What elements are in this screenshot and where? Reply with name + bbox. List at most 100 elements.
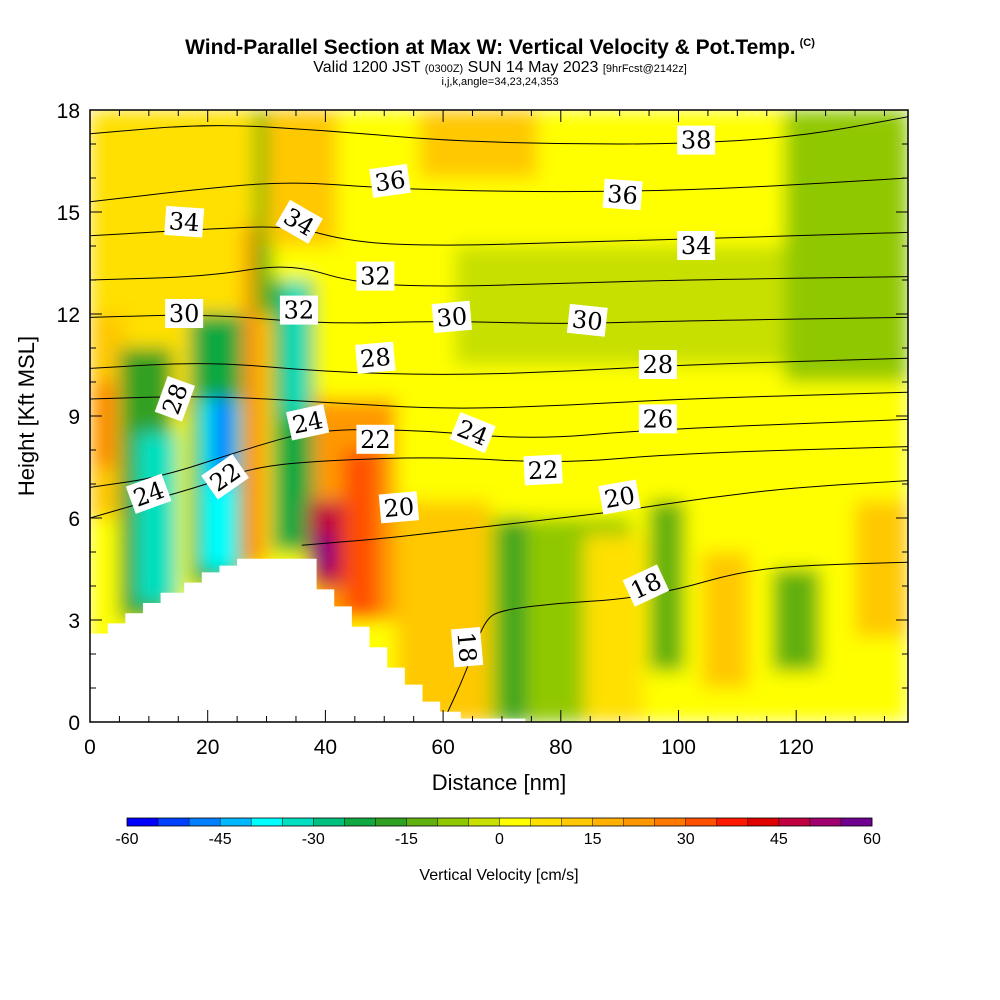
theta-contour-36: [90, 177, 908, 203]
contour-label-box: [677, 125, 716, 155]
contour-label-box: [369, 163, 411, 198]
contour-label-text: 26: [643, 405, 674, 433]
colorbar-swatch: [375, 818, 407, 826]
colorbar-swatch: [747, 818, 780, 826]
contour-label-text: 32: [360, 263, 391, 291]
contour-label-box: [677, 231, 716, 260]
contour-label-box: [275, 199, 323, 244]
colorbar: -60 -45 -30 -15 0 15 30 45 60: [115, 817, 881, 848]
y-tick-label: 9: [68, 406, 80, 429]
w-field-cell: [419, 110, 538, 178]
theta-contour-38: [90, 116, 908, 145]
contour-label-28: 28: [355, 341, 396, 374]
contour-label-18: 18: [451, 626, 484, 668]
subtitle-valid-time: Valid 1200 JST: [313, 59, 421, 76]
contour-label-34: 34: [164, 205, 205, 238]
colorbar-swatch: [220, 818, 252, 826]
contour-label-box: [622, 564, 670, 607]
contour-label-text: 34: [681, 232, 712, 260]
colorbar-swatch: [654, 818, 687, 826]
contour-label-box: [165, 299, 204, 328]
contour-label-text: 28: [359, 343, 392, 374]
colorbar-swatch: [530, 818, 562, 826]
colorbar-swatch: [778, 818, 811, 826]
contour-label-box: [449, 411, 496, 454]
colorbar-swatch: [468, 818, 500, 826]
contour-label-box: [201, 454, 249, 500]
contour-label-32: 32: [356, 261, 395, 291]
contour-label-text: 20: [383, 493, 416, 524]
title-mark: (C): [799, 37, 815, 49]
colorbar-tick-label: 0: [495, 831, 504, 848]
contour-label-28: 28: [638, 350, 677, 379]
x-tick-label: 120: [779, 736, 814, 759]
contour-label-22: 22: [356, 424, 395, 454]
contour-label-box: [378, 491, 420, 524]
colorbar-swatch: [127, 818, 159, 826]
colorbar-swatch: [561, 818, 593, 826]
colorbar-swatch: [406, 818, 438, 826]
contour-label-box: [154, 376, 195, 422]
theta-contour-18: [442, 561, 908, 722]
theta-contour-20: [301, 480, 908, 546]
contour-label-26: 26: [638, 404, 677, 434]
chart-title-text: Wind-Parallel Section at Max W: Vertical…: [185, 36, 796, 59]
colorbar-swatch: [313, 818, 345, 826]
w-field-cell: [772, 569, 820, 671]
contour-label-32: 32: [279, 295, 318, 325]
contour-label-box: [356, 424, 395, 454]
chart-subtitle: Valid 1200 JST (0300Z) SUN 14 May 2023 […: [0, 59, 1000, 77]
contour-label-text: 30: [571, 305, 604, 336]
w-field-cell: [343, 450, 379, 620]
contour-label-text: 20: [602, 481, 637, 514]
contour-label-text: 24: [290, 406, 326, 440]
colorbar-swatch: [344, 818, 376, 826]
w-field-cell: [501, 518, 526, 722]
contour-label-box: [566, 303, 608, 337]
terrain-mask: [90, 558, 526, 722]
contour-label-text: 38: [681, 127, 712, 155]
contour-label-text: 36: [606, 180, 638, 210]
w-field-cell: [137, 433, 179, 603]
contour-label-box: [164, 205, 205, 238]
w-field-cell: [855, 501, 908, 637]
contour-label-box: [356, 261, 395, 291]
contour-label-text: 18: [451, 631, 482, 664]
contour-label-36: 36: [369, 163, 411, 198]
contour-label-box: [451, 626, 484, 668]
contour-label-20: 20: [378, 491, 420, 524]
subtitle-date: SUN 14 May 2023: [467, 59, 599, 76]
y-tick-label: 12: [57, 304, 80, 327]
colorbar-swatch: [437, 818, 469, 826]
y-tick-label: 18: [57, 100, 80, 123]
colorbar-swatch: [189, 818, 221, 826]
contour-label-24: 24: [449, 411, 496, 454]
contour-label-box: [279, 295, 318, 325]
contour-label-box: [598, 479, 641, 515]
x-tick-label: 0: [84, 736, 96, 759]
colorbar-tick-label: -60: [115, 831, 138, 848]
colorbar-tick-label: 45: [770, 831, 788, 848]
colorbar-swatch: [592, 818, 624, 826]
w-field-cell: [784, 110, 908, 382]
theta-contour-32: [90, 266, 908, 287]
subtitle-forecast: [9hrFcst@2142z]: [602, 63, 687, 75]
colorbar-tick-label: 15: [584, 831, 602, 848]
contour-label-box: [638, 350, 677, 379]
contour-label-box: [355, 341, 396, 374]
colorbar-swatch: [282, 818, 314, 826]
contour-label-30: 30: [566, 303, 608, 337]
y-axis-label: Height [Kft MSL]: [14, 336, 39, 496]
contour-label-box: [638, 404, 677, 434]
x-tick-label: 80: [549, 736, 572, 759]
colorbar-swatch: [685, 818, 718, 826]
w-field-cell: [702, 552, 750, 688]
y-tick-label: 6: [68, 508, 80, 531]
colorbar-tick-label: -45: [209, 831, 232, 848]
colorbar-tick-label: -15: [395, 831, 418, 848]
x-tick-label: 60: [431, 736, 454, 759]
contour-label-24: 24: [286, 404, 330, 441]
